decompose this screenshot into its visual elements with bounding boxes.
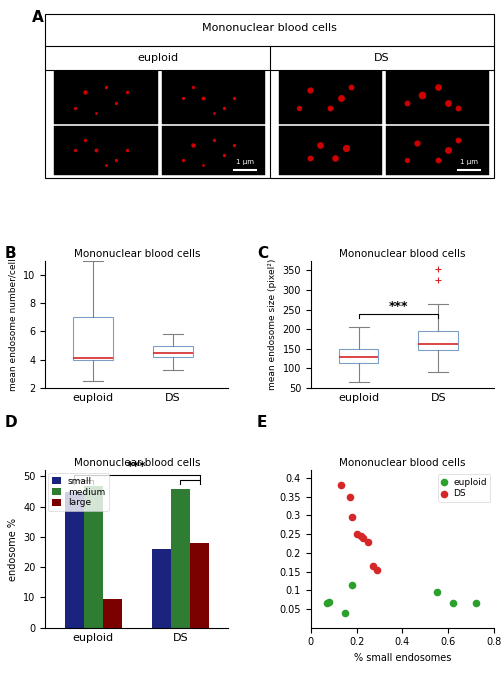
DS (357, 531, 365, 541)
Bar (65, 491, 84, 628)
Title: Mononuclear blood cells: Mononuclear blood cells (339, 248, 466, 259)
DS (364, 536, 372, 547)
Bar (279, 126, 382, 175)
Y-axis label: mean endosome number/cell: mean endosome number/cell (9, 258, 18, 391)
Text: A: A (32, 10, 44, 25)
Bar (162, 71, 265, 124)
euploid (323, 598, 331, 609)
Text: DS: DS (374, 53, 390, 63)
Title: Mononuclear blood cells: Mononuclear blood cells (74, 248, 200, 259)
Bar (152, 549, 171, 628)
Text: E: E (257, 415, 268, 430)
Bar (103, 599, 122, 628)
Legend: small, medium, large: small, medium, large (48, 473, 109, 511)
euploid (472, 598, 480, 609)
Bar (279, 71, 382, 124)
DS (348, 512, 356, 522)
Bar (386, 71, 489, 124)
DS (337, 480, 345, 491)
Bar (386, 126, 489, 175)
Text: euploid: euploid (137, 53, 178, 63)
Bar (54, 126, 157, 175)
Text: D: D (5, 415, 18, 430)
Legend: euploid, DS: euploid, DS (438, 474, 490, 502)
Text: B: B (5, 246, 17, 261)
Text: C: C (257, 246, 268, 261)
Title: Mononuclear blood cells: Mononuclear blood cells (74, 458, 200, 468)
Text: 1 μm: 1 μm (460, 159, 478, 165)
Text: ***: *** (127, 460, 147, 473)
Bar (54, 71, 157, 124)
euploid (341, 608, 349, 618)
DS (353, 529, 361, 539)
euploid (348, 579, 356, 590)
Bar (84, 485, 103, 628)
Bar (171, 489, 190, 628)
Bar (190, 543, 209, 628)
X-axis label: % small endosomes: % small endosomes (354, 653, 451, 663)
euploid (325, 596, 333, 607)
Text: ***: *** (389, 300, 408, 313)
Text: 1 μm: 1 μm (236, 159, 254, 165)
euploid (449, 598, 457, 609)
euploid (432, 587, 440, 597)
DS (373, 564, 381, 575)
Y-axis label: mean endosome size (pixel²): mean endosome size (pixel²) (268, 259, 277, 390)
DS (346, 491, 354, 502)
Text: Mononuclear blood cells: Mononuclear blood cells (202, 24, 337, 33)
Bar (162, 126, 265, 175)
Title: Mononuclear blood cells: Mononuclear blood cells (339, 458, 466, 468)
DS (368, 560, 376, 571)
Y-axis label: endosome %: endosome % (8, 518, 18, 580)
DS (359, 533, 367, 543)
